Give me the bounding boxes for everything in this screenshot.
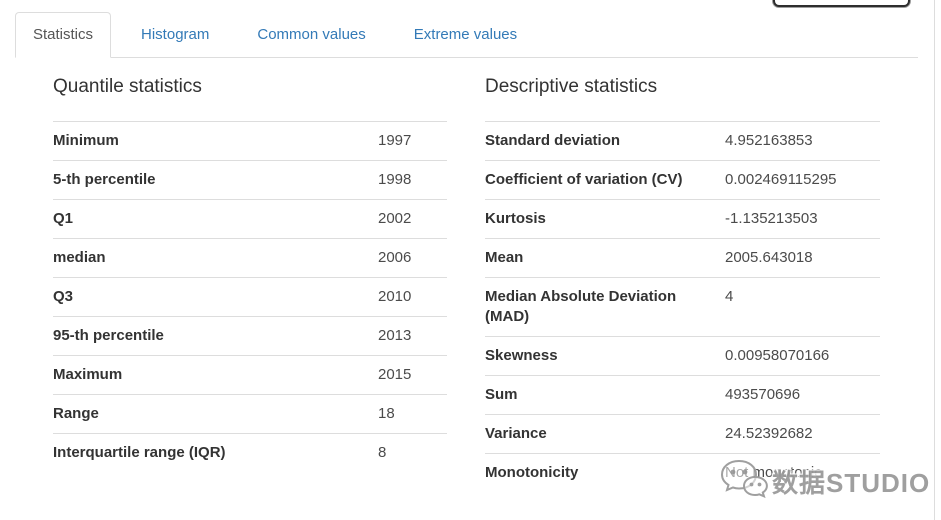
stat-value: -1.135213503 xyxy=(725,199,880,239)
table-row: Interquartile range (IQR) 8 xyxy=(53,433,447,472)
statistics-panel: Quantile statistics Minimum 1997 5-th per… xyxy=(0,58,941,492)
quantile-statistics-section: Quantile statistics Minimum 1997 5-th per… xyxy=(53,74,447,492)
stat-label: Sum xyxy=(485,375,725,415)
stat-label: 95-th percentile xyxy=(53,316,378,356)
stat-label: Standard deviation xyxy=(485,121,725,161)
stat-value: 0.00958070166 xyxy=(725,336,880,376)
stat-value: 2015 xyxy=(378,355,447,395)
stat-value: 1998 xyxy=(378,160,447,200)
quantile-statistics-table: Minimum 1997 5-th percentile 1998 Q1 2002 m… xyxy=(53,121,447,472)
table-row: Standard deviation 4.952163853 xyxy=(485,121,880,161)
table-row: Minimum 1997 xyxy=(53,121,447,161)
stat-value: 2005.643018 xyxy=(725,238,880,278)
table-row: Kurtosis -1.135213503 xyxy=(485,199,880,239)
tab-histogram[interactable]: Histogram xyxy=(141,26,210,43)
table-row: Variance 24.52392682 xyxy=(485,414,880,454)
stat-label: Interquartile range (IQR) xyxy=(53,433,378,472)
stat-value: Not monotonic xyxy=(725,453,880,492)
descriptive-statistics-title: Descriptive statistics xyxy=(485,76,658,97)
stat-label: Monotonicity xyxy=(485,453,725,492)
stat-value: 0.002469115295 xyxy=(725,160,880,200)
stat-value: 4 xyxy=(725,277,880,337)
stat-label: Median Absolute Deviation (MAD) xyxy=(485,277,725,337)
stat-label: Q3 xyxy=(53,277,378,317)
tab-extreme-values[interactable]: Extreme values xyxy=(413,26,518,43)
stat-value: 4.952163853 xyxy=(725,121,880,161)
table-row: Q3 2010 xyxy=(53,277,447,317)
table-row: 5-th percentile 1998 xyxy=(53,160,447,200)
stat-label: Skewness xyxy=(485,336,725,376)
stat-label: Kurtosis xyxy=(485,199,725,239)
tab-bar: Statistics Histogram Common values Extre… xyxy=(15,0,918,58)
table-row: Maximum 2015 xyxy=(53,355,447,395)
quantile-statistics-title: Quantile statistics xyxy=(53,76,202,97)
stat-value: 24.52392682 xyxy=(725,414,880,454)
stat-value: 2006 xyxy=(378,238,447,278)
table-row: Sum 493570696 xyxy=(485,375,880,415)
stat-label: Minimum xyxy=(53,121,378,161)
table-row: median 2006 xyxy=(53,238,447,278)
stat-label: 5-th percentile xyxy=(53,160,378,200)
stat-value: 8 xyxy=(378,433,447,472)
stat-value: 2013 xyxy=(378,316,447,356)
descriptive-statistics-section: Descriptive statistics Standard deviatio… xyxy=(485,74,880,492)
table-row: Monotonicity Not monotonic xyxy=(485,453,880,492)
descriptive-statistics-table: Standard deviation 4.952163853 Coefficien… xyxy=(485,121,880,492)
stat-label: Range xyxy=(53,394,378,434)
table-row: Median Absolute Deviation (MAD) 4 xyxy=(485,277,880,337)
table-row: 95-th percentile 2013 xyxy=(53,316,447,356)
cropped-top-button[interactable] xyxy=(773,0,910,7)
table-row: Mean 2005.643018 xyxy=(485,238,880,278)
stat-label: Q1 xyxy=(53,199,378,239)
table-row: Q1 2002 xyxy=(53,199,447,239)
stat-value: 2010 xyxy=(378,277,447,317)
table-row: Skewness 0.00958070166 xyxy=(485,336,880,376)
stat-label: Maximum xyxy=(53,355,378,395)
tab-statistics[interactable]: Statistics xyxy=(15,12,112,58)
stat-label: median xyxy=(53,238,378,278)
table-row: Range 18 xyxy=(53,394,447,434)
table-row: Coefficient of variation (CV) 0.002469115… xyxy=(485,160,880,200)
stat-label: Mean xyxy=(485,238,725,278)
stat-label: Variance xyxy=(485,414,725,454)
tab-common-values[interactable]: Common values xyxy=(257,26,366,43)
stat-value: 1997 xyxy=(378,121,447,161)
stat-value: 493570696 xyxy=(725,375,880,415)
stat-value: 2002 xyxy=(378,199,447,239)
stat-label: Coefficient of variation (CV) xyxy=(485,160,725,200)
stat-value: 18 xyxy=(378,394,447,434)
right-panel-divider xyxy=(934,0,935,520)
